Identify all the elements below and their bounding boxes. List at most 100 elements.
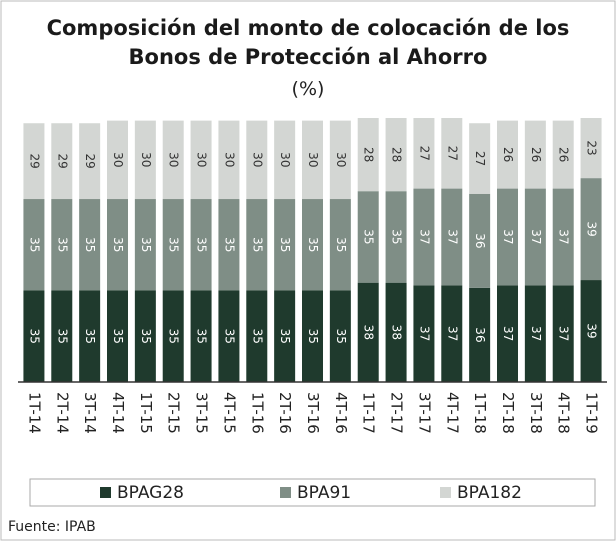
value-label: 29 [27,153,41,168]
bar-segment [79,199,101,291]
bar-segment [329,290,351,382]
x-tick-label: 3T-15 [193,392,211,434]
bar-segment [552,188,574,286]
value-label: 30 [334,152,348,167]
bar-segment [23,123,45,200]
legend-box [29,478,596,507]
value-label: 28 [390,147,404,162]
value-label: 35 [167,329,181,344]
bar-segment [385,282,407,382]
bar-segment [357,191,379,283]
bar-segment [413,285,435,382]
value-label: 35 [390,229,404,244]
bar-segment [552,120,574,189]
value-label: 38 [362,325,376,340]
bar-segment [302,290,323,382]
chart-title: Composición del monto de colocación de l… [46,16,570,69]
bar-segment [385,191,407,283]
bar-segment [552,285,574,382]
value-label: 39 [585,323,599,338]
bar-segment [580,178,602,281]
bar-segment [441,285,463,382]
value-label: 35 [27,329,41,344]
value-label: 37 [501,229,515,244]
x-tick-label: 1T-17 [360,392,378,434]
bar-segment [524,120,546,189]
value-label: 35 [139,237,153,252]
bar-segment [580,280,602,382]
x-tick-label: 1T-19 [583,392,601,434]
value-label: 35 [222,237,236,252]
bar-segment [134,199,156,291]
value-label: 35 [278,329,292,344]
bar-segment [246,290,268,382]
value-label: 36 [473,233,487,248]
value-label: 26 [501,147,515,162]
value-label: 29 [83,153,97,168]
bar-segment [23,290,45,382]
bar-segment [190,120,212,200]
value-label: 30 [222,152,236,167]
bar-segment [274,199,296,291]
value-label: 39 [585,221,599,236]
value-label: 37 [501,326,515,341]
bar-segment [51,290,73,382]
value-label: 29 [55,153,69,168]
x-tick-label: 4T-18 [555,392,573,434]
bar-segment [469,287,491,382]
value-label: 35 [250,237,264,252]
bar-segment [469,193,491,288]
bar-segment [134,120,156,200]
bar-segment [385,118,407,192]
bar-segment [329,120,351,200]
x-tick-label: 4T-16 [332,392,350,434]
value-label: 28 [362,147,376,162]
x-tick-label: 4T-17 [443,392,461,434]
legend-swatch [280,487,291,498]
x-tick-label: 4T-15 [220,392,238,434]
value-label: 37 [417,229,431,244]
bar-segment [497,188,518,286]
bar-segment [107,199,128,291]
value-label: 35 [362,229,376,244]
bar-segment [497,120,518,189]
bar-segment [329,199,351,291]
bar-segment [162,290,184,382]
value-label: 37 [557,229,571,244]
value-label: 26 [557,147,571,162]
value-label: 37 [417,326,431,341]
value-label: 35 [27,237,41,252]
value-label: 30 [306,152,320,167]
bar-segment [107,290,128,382]
legend-swatch [440,487,451,498]
value-label: 35 [195,237,209,252]
x-tick-label: 1T-18 [471,392,489,434]
value-label: 35 [83,237,97,252]
value-label: 37 [529,326,543,341]
legend-swatch [100,487,111,498]
bar-segment [190,290,212,382]
source: Fuente: IPAB [8,519,96,535]
bar-segment [302,120,323,200]
value-label: 27 [473,151,487,166]
value-label: 36 [473,327,487,342]
bar-segment [162,120,184,200]
x-tick-label: 3T-16 [304,392,322,434]
x-tick-label: 2T-15 [165,392,183,434]
bar-segment [441,118,463,189]
x-tick-label: 2T-16 [276,392,294,434]
value-label: 30 [111,152,125,167]
value-label: 23 [585,140,599,155]
value-label: 35 [195,329,209,344]
value-label: 27 [417,146,431,161]
bar-segment [107,120,128,200]
bar-segment [524,188,546,286]
value-label: 37 [445,326,459,341]
value-label: 35 [83,329,97,344]
bar-segment [190,199,212,291]
x-tick-label: 3T-17 [415,392,433,434]
chart-subtitle: (%) [291,78,325,100]
bar-segment [79,290,101,382]
